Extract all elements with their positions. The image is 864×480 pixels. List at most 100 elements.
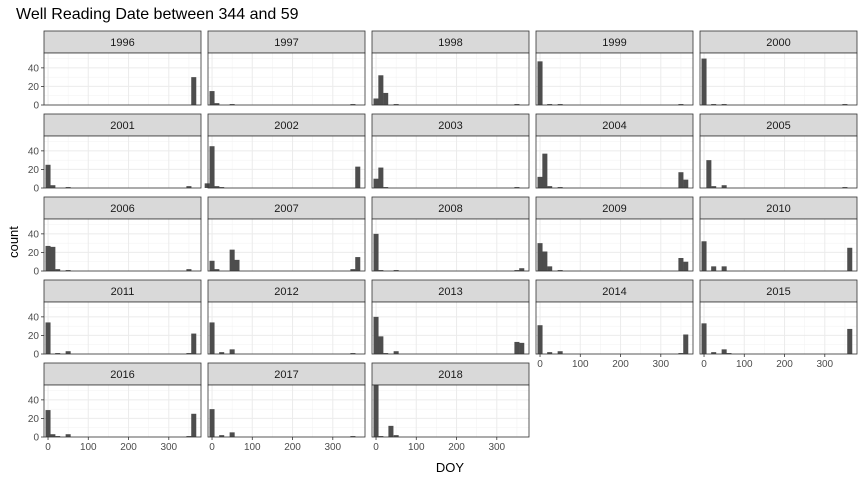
facet-panel-2005: 2005 [699, 113, 858, 189]
histogram-bar [209, 409, 215, 437]
facet-strip-label: 2015 [766, 286, 790, 298]
panel-background [44, 385, 201, 437]
panel-background [700, 53, 857, 105]
x-tick-label: 100 [736, 359, 753, 370]
histogram-bar [701, 241, 707, 271]
histogram-bar [393, 104, 399, 105]
facet-panel-2002: 2002 [204, 113, 366, 189]
histogram-bar [378, 436, 384, 437]
histogram-bar [50, 434, 56, 437]
chart-title: Well Reading Date between 344 and 59 [16, 6, 299, 23]
panel-background [44, 53, 201, 105]
facet-strip-label: 2014 [602, 286, 626, 298]
histogram-bar [209, 260, 215, 271]
y-tick-label: 40 [28, 395, 40, 406]
histogram-bar [701, 58, 707, 105]
panel-background [44, 302, 201, 354]
histogram-bar [65, 434, 71, 437]
histogram-bar [186, 269, 192, 271]
histogram-bar [378, 75, 384, 105]
facet-strip-label: 1997 [274, 37, 298, 49]
y-tick-label: 20 [28, 331, 40, 342]
histogram-bar [514, 270, 520, 271]
panel-background [44, 219, 201, 271]
panel-border [699, 135, 858, 189]
histogram-bar [350, 269, 356, 271]
histogram-bar [378, 270, 384, 271]
facet-strip-label: 2013 [438, 286, 462, 298]
y-tick-label: 20 [28, 414, 40, 425]
histogram-bar [557, 104, 563, 105]
histogram-bar [186, 186, 192, 188]
histogram-bar [537, 243, 543, 271]
facet-strip-label: 1996 [110, 37, 134, 49]
histogram-bar [373, 98, 379, 105]
y-tick-label: 0 [33, 267, 39, 278]
histogram-bar [191, 413, 197, 437]
histogram-bar [514, 104, 520, 105]
x-tick-label: 100 [408, 442, 425, 453]
facet-strip-label: 1999 [602, 37, 626, 49]
x-tick-label: 300 [652, 359, 669, 370]
histogram-bar [378, 336, 384, 354]
facet-panel-1996: 1996 0 20 40 [28, 30, 202, 112]
panel-border [207, 52, 366, 106]
histogram-bar [355, 166, 361, 188]
panel-border [43, 301, 202, 355]
facet-panel-2011: 2011 0 20 40 [28, 279, 202, 361]
panel-background [208, 136, 365, 188]
facet-panel-2012: 2012 [207, 279, 366, 355]
panel-background [536, 136, 693, 188]
facet-panel-1999: 1999 [535, 30, 694, 106]
histogram-bar [350, 353, 356, 354]
histogram-bar [65, 187, 71, 188]
histogram-bar [842, 187, 848, 188]
panel-background [536, 302, 693, 354]
histogram-bar [65, 270, 71, 271]
histogram-bar [547, 352, 553, 354]
y-tick-label: 40 [28, 229, 40, 240]
facet-strip-label: 2001 [110, 120, 134, 132]
panel-border [535, 135, 694, 189]
histogram-bar [678, 353, 684, 354]
x-tick-label: 0 [209, 442, 215, 453]
histogram-bar [847, 247, 853, 271]
y-tick-label: 20 [28, 82, 40, 93]
y-tick-label: 40 [28, 312, 40, 323]
y-tick-label: 20 [28, 248, 40, 259]
histogram-bar [726, 353, 732, 354]
panel-border [371, 218, 530, 272]
histogram-bar [701, 323, 707, 354]
facet-strip-label: 2007 [274, 203, 298, 215]
histogram-bar [711, 104, 717, 105]
panel-background [372, 302, 529, 354]
x-tick-label: 300 [816, 359, 833, 370]
facet-panel-2000: 2000 [699, 30, 858, 106]
panel-border [207, 384, 366, 438]
facet-panel-2009: 2009 [535, 196, 694, 272]
x-tick-label: 100 [244, 442, 261, 453]
x-tick-label: 300 [160, 442, 177, 453]
facet-strip-label: 2018 [438, 369, 462, 381]
x-tick-label: 100 [572, 359, 589, 370]
x-tick-label: 200 [776, 359, 793, 370]
histogram-bar [229, 349, 235, 354]
panel-border [207, 135, 366, 189]
panel-border [371, 52, 530, 106]
histogram-bar [557, 187, 563, 188]
histogram-bar [683, 334, 689, 354]
histogram-bar [678, 172, 684, 188]
facet-panel-2008: 2008 [371, 196, 530, 272]
histogram-bar [842, 104, 848, 105]
facet-strip-label: 2016 [110, 369, 134, 381]
histogram-bar [537, 61, 543, 105]
panel-border [699, 218, 858, 272]
x-tick-label: 200 [448, 442, 465, 453]
histogram-bar [721, 185, 727, 188]
facet-panel-2004: 2004 [535, 113, 694, 189]
histogram-bar [209, 91, 215, 105]
histogram-bar [229, 249, 235, 271]
histogram-bar [50, 246, 56, 271]
histogram-bar [711, 186, 717, 188]
